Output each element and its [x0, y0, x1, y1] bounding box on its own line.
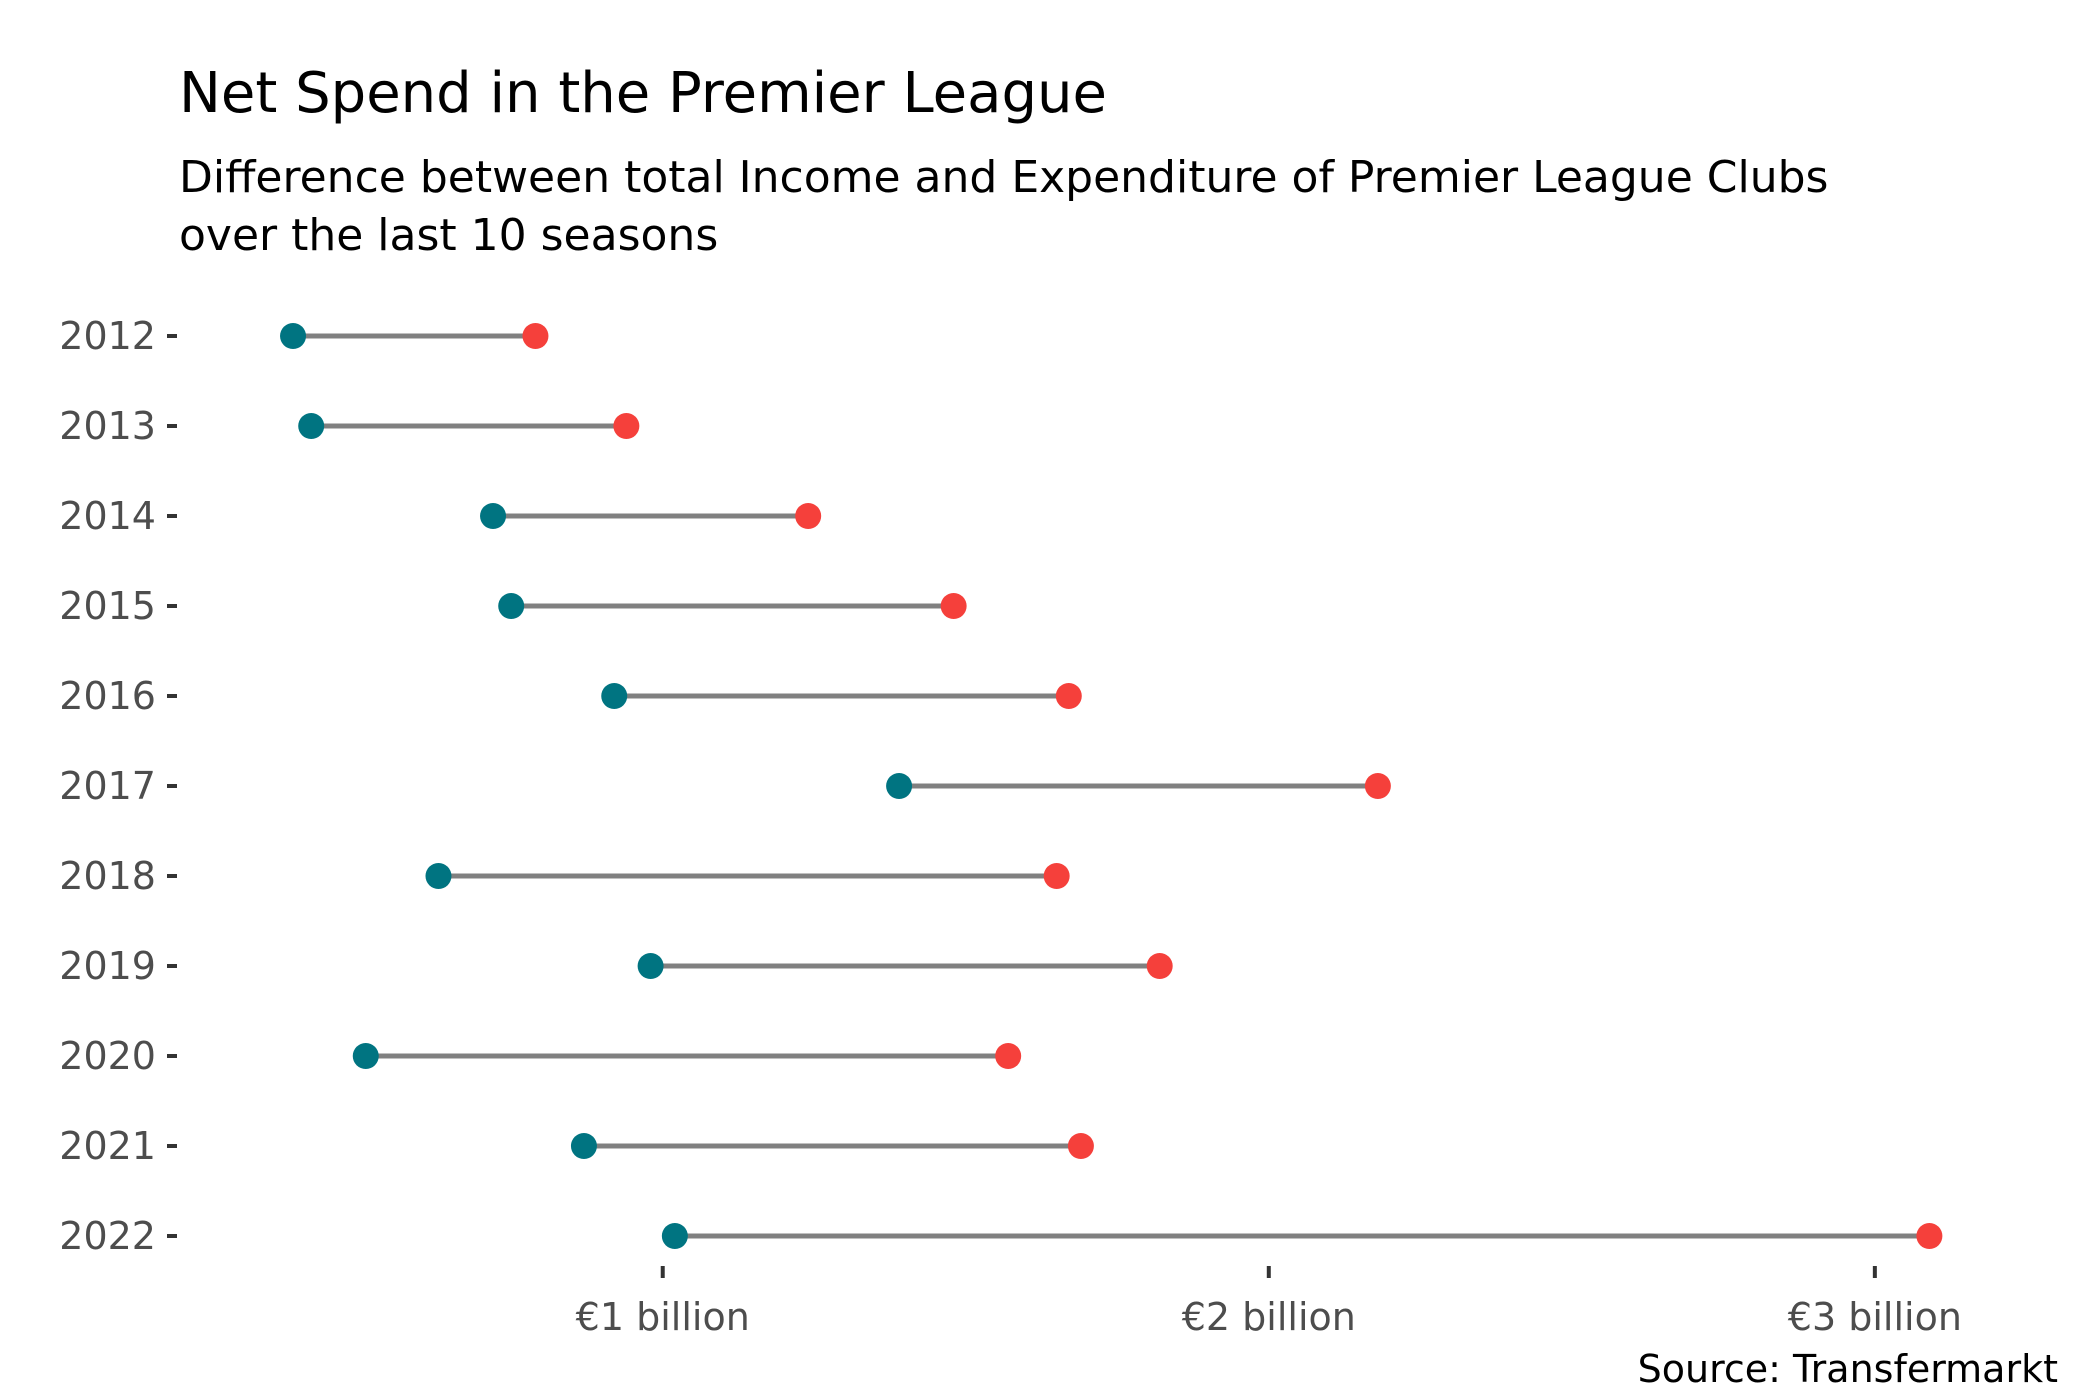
x-tick-label: €3 billion — [1788, 1295, 1962, 1339]
data-point-high — [1043, 863, 1070, 889]
data-point-low — [601, 683, 628, 709]
x-tick-label: €2 billion — [1182, 1295, 1356, 1339]
y-tick-label: 2014 — [59, 494, 156, 538]
data-point-low — [425, 863, 452, 889]
data-point-low — [480, 503, 507, 529]
chart-subtitle-line-1: Difference between total Income and Expe… — [179, 152, 1828, 203]
data-point-low — [298, 413, 325, 439]
data-point-low — [637, 953, 664, 979]
y-tick-label: 2013 — [59, 404, 156, 448]
plot-area: 2012 2013 2014 2015 2016 2017 2018 2019 2020 2021… — [59, 314, 1962, 1339]
y-tick-label: 2020 — [59, 1034, 156, 1078]
data-point-low — [661, 1223, 688, 1249]
data-point-low — [280, 323, 307, 349]
y-tick-label: 2016 — [59, 674, 156, 718]
y-tick-label: 2018 — [59, 854, 156, 898]
data-point-low — [570, 1133, 597, 1159]
data-point-high — [1146, 953, 1173, 979]
data-point-low — [498, 593, 525, 619]
data-point-high — [613, 413, 640, 439]
chart-title: Net Spend in the Premier League — [179, 61, 1107, 126]
data-point-high — [1364, 773, 1391, 799]
data-point-high — [1916, 1223, 1943, 1249]
data-point-low — [352, 1043, 379, 1069]
y-tick-label: 2012 — [59, 314, 156, 358]
data-point-high — [995, 1043, 1022, 1069]
chart-subtitle-line-2: over the last 10 seasons — [179, 210, 718, 261]
x-tick-label: €1 billion — [576, 1295, 750, 1339]
y-tick-label: 2017 — [59, 764, 156, 808]
data-point-high — [1067, 1133, 1094, 1159]
y-tick-label: 2022 — [59, 1214, 156, 1258]
data-point-low — [886, 773, 913, 799]
data-point-high — [795, 503, 822, 529]
y-tick-label: 2021 — [59, 1124, 156, 1168]
y-tick-label: 2015 — [59, 584, 156, 628]
chart-caption: Source: Transfermarkt — [1638, 1347, 2058, 1391]
data-point-high — [1055, 683, 1082, 709]
data-point-high — [940, 593, 967, 619]
data-point-high — [522, 323, 549, 349]
y-tick-label: 2019 — [59, 944, 156, 988]
